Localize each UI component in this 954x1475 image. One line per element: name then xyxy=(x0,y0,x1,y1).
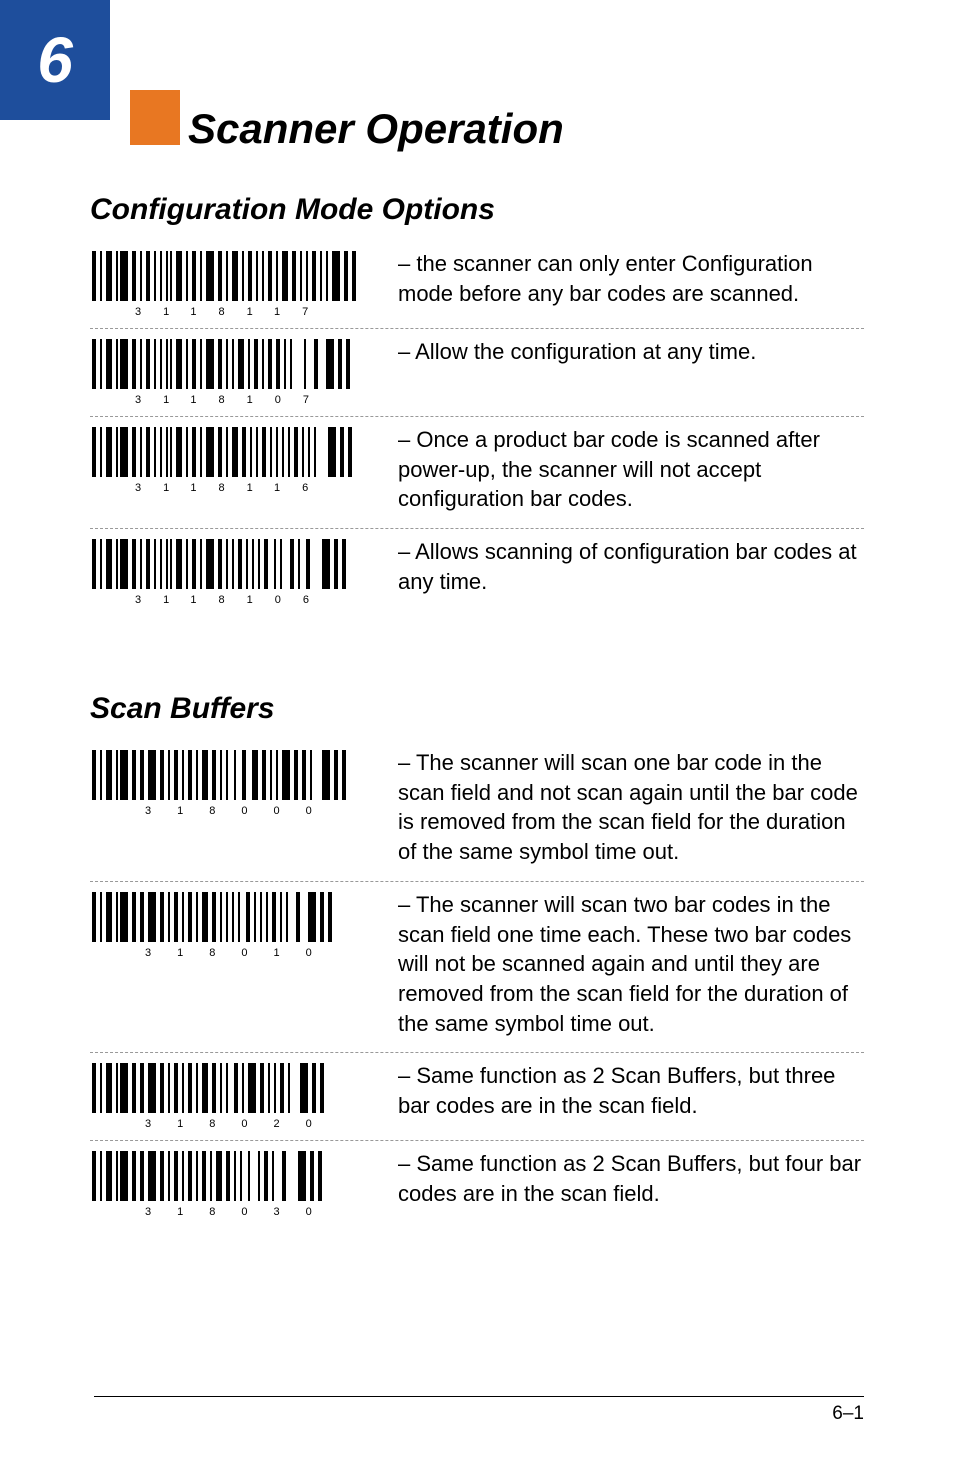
buffer-entry: 318000 – The scanner will scan one bar c… xyxy=(90,746,864,882)
barcode-col: 318010 xyxy=(90,888,380,963)
barcode-col: 3118107 xyxy=(90,335,380,410)
svg-text:3118117: 3118117 xyxy=(135,306,330,317)
barcode-icon: 3118117 xyxy=(90,251,360,317)
config-entry-text: – Allow the configuration at any time. xyxy=(380,335,864,375)
barcode-icon: 3118106 xyxy=(90,539,360,605)
svg-text:318000: 318000 xyxy=(145,805,338,816)
buffer-entry-text: – Same function as 2 Scan Buffers, but t… xyxy=(380,1059,864,1128)
svg-text:3118116: 3118116 xyxy=(135,482,330,493)
buffer-entry: 318010 – The scanner will scan two bar c… xyxy=(90,888,864,1053)
buffer-entry-text: – The scanner will scan one bar code in … xyxy=(380,746,864,875)
barcode-icon: 318010 xyxy=(90,892,360,958)
config-entry: 3118106 – Allows scanning of configurati… xyxy=(90,535,864,616)
barcode-col: 318000 xyxy=(90,746,380,821)
barcode-icon: 318020 xyxy=(90,1063,360,1129)
section1-title: Configuration Mode Options xyxy=(90,193,864,227)
barcode-icon: 3118116 xyxy=(90,427,360,493)
buffer-entry-text: – Same function as 2 Scan Buffers, but f… xyxy=(380,1147,864,1216)
config-entry-text: – Once a product bar code is scanned aft… xyxy=(380,423,864,522)
buffer-entry-text: – The scanner will scan two bar codes in… xyxy=(380,888,864,1046)
chapter-tab: 6 xyxy=(0,0,110,120)
barcode-icon: 3118107 xyxy=(90,339,360,405)
page-number: 6–1 xyxy=(94,1396,864,1425)
svg-text:3118107: 3118107 xyxy=(135,394,331,405)
document-page: 6 Scanner Operation Configuration Mode O… xyxy=(0,0,954,1475)
page-title: Scanner Operation xyxy=(188,105,564,153)
barcode-col: 3118117 xyxy=(90,247,380,322)
svg-text:318010: 318010 xyxy=(145,947,338,958)
config-entry-text: – the scanner can only enter Configurati… xyxy=(380,247,864,316)
config-entry: 3118116 – Once a product bar code is sca… xyxy=(90,423,864,529)
barcode-col: 3118116 xyxy=(90,423,380,498)
buffer-entry: 318020 – Same function as 2 Scan Buffers… xyxy=(90,1059,864,1141)
buffer-entry: 318030 – Same function as 2 Scan Buffers… xyxy=(90,1147,864,1228)
barcode-icon: 318030 xyxy=(90,1151,360,1217)
barcode-col: 3118106 xyxy=(90,535,380,610)
config-entry-text: – Allows scanning of configuration bar c… xyxy=(380,535,864,604)
barcode-col: 318020 xyxy=(90,1059,380,1134)
svg-text:318030: 318030 xyxy=(145,1206,338,1217)
section2-title: Scan Buffers xyxy=(90,692,864,726)
title-row: Scanner Operation xyxy=(130,90,864,153)
barcode-col: 318030 xyxy=(90,1147,380,1222)
config-entry: 3118107 – Allow the configuration at any… xyxy=(90,335,864,417)
svg-text:3118106: 3118106 xyxy=(135,594,331,605)
chapter-number: 6 xyxy=(37,23,73,97)
barcode-icon: 318000 xyxy=(90,750,360,816)
config-entry: 3118117 – the scanner can only enter Con… xyxy=(90,247,864,329)
svg-text:318020: 318020 xyxy=(145,1118,338,1129)
orange-block-icon xyxy=(130,90,180,145)
